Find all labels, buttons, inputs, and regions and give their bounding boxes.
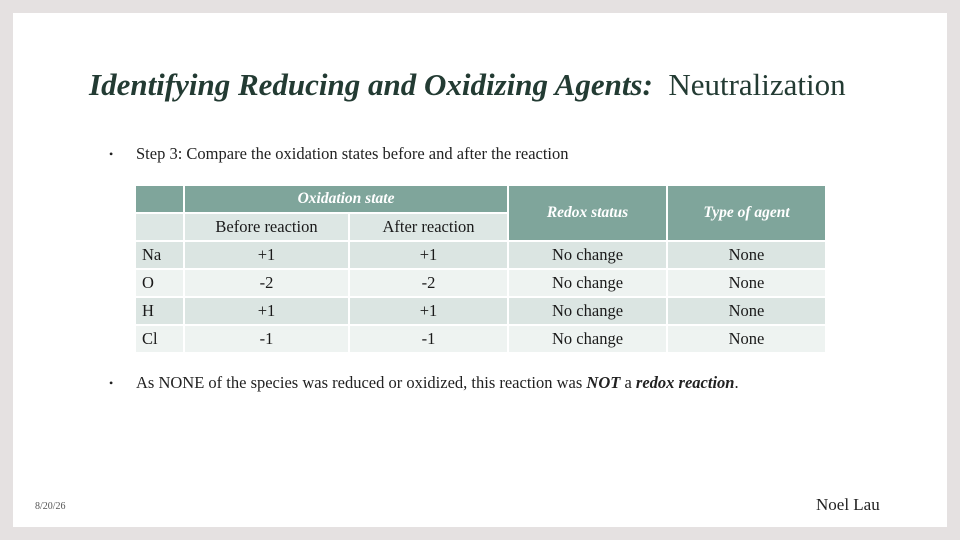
bullet-dot-icon: • — [109, 376, 114, 390]
footer-date: 8/20/26 — [35, 501, 66, 512]
redox-cell: No change — [507, 240, 669, 270]
agent-cell: None — [666, 324, 828, 354]
agent-cell: None — [666, 240, 828, 270]
before-cell: +1 — [183, 296, 350, 326]
header-redox-status: Redox status — [507, 184, 669, 242]
slide-title-emphasis: Identifying Reducing and Oxidizing Agent… — [89, 67, 653, 102]
agent-cell: None — [666, 296, 828, 326]
header-oxidation-state: Oxidation state — [182, 184, 510, 214]
conclusion-text-3: . — [734, 373, 739, 392]
conclusion-text-2: a — [620, 373, 636, 392]
header-before-reaction: Before reaction — [183, 212, 350, 242]
redox-cell: No change — [507, 296, 669, 326]
header-after-reaction: After reaction — [347, 212, 510, 242]
after-cell: -1 — [347, 324, 510, 354]
before-cell: -2 — [183, 268, 350, 298]
corner-header-cell — [134, 184, 185, 214]
element-cell: Na — [134, 240, 185, 270]
bullet-dot-icon: • — [109, 147, 114, 161]
bullet-step3: • Step 3: Compare the oxidation states be… — [109, 144, 569, 164]
before-cell: +1 — [183, 240, 350, 270]
header-type-of-agent: Type of agent — [666, 184, 828, 242]
after-cell: -2 — [347, 268, 510, 298]
redox-cell: No change — [507, 268, 669, 298]
after-cell: +1 — [347, 240, 510, 270]
element-cell: H — [134, 296, 185, 326]
element-cell: O — [134, 268, 185, 298]
slide: Identifying Reducing and Oxidizing Agent… — [13, 13, 947, 527]
table-row: Cl -1 -1 No change None — [134, 324, 828, 354]
slide-title-rest: Neutralization — [668, 67, 846, 102]
slide-title: Identifying Reducing and Oxidizing Agent… — [89, 67, 846, 103]
conclusion-text-1: As NONE of the species was reduced or ox… — [136, 373, 587, 392]
element-cell: Cl — [134, 324, 185, 354]
agent-cell: None — [666, 268, 828, 298]
table-row: O -2 -2 No change None — [134, 268, 828, 298]
conclusion-not: NOT — [586, 373, 621, 392]
redox-cell: No change — [507, 324, 669, 354]
bullet-conclusion: • As NONE of the species was reduced or o… — [109, 373, 739, 393]
before-cell: -1 — [183, 324, 350, 354]
corner-subheader-cell — [134, 212, 185, 242]
conclusion-redox-reaction: redox reaction — [635, 373, 735, 392]
bullet-step3-text: Step 3: Compare the oxidation states bef… — [136, 144, 569, 163]
oxidation-table: Oxidation state Redox status Type of age… — [134, 184, 828, 354]
table-row: H +1 +1 No change None — [134, 296, 828, 326]
footer-author: Noel Lau — [816, 495, 880, 514]
table-row: Na +1 +1 No change None — [134, 240, 828, 270]
after-cell: +1 — [347, 296, 510, 326]
